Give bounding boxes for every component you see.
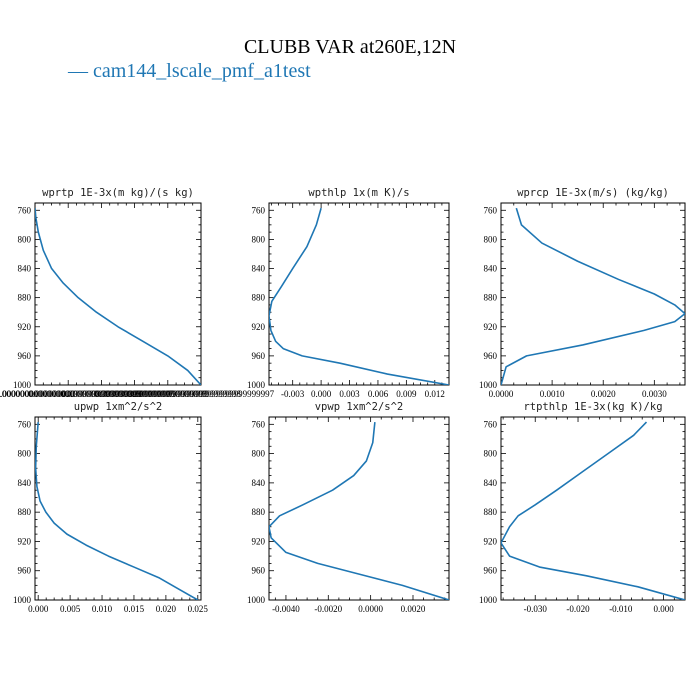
y-tick-label: 880 <box>484 507 498 517</box>
y-tick-label: 960 <box>18 351 32 361</box>
x-tick-label: 0.0010 <box>540 389 565 399</box>
y-tick-label: 760 <box>252 419 266 429</box>
y-tick-label: 1000 <box>13 380 32 390</box>
x-tick-label: 0.0000000000000003999999999999999 <box>28 389 175 399</box>
y-tick-label: 800 <box>252 449 266 459</box>
x-tick-label: 0.005 <box>60 604 81 614</box>
series-line <box>501 421 685 600</box>
x-tick-label: -0.0040 <box>272 604 300 614</box>
x-tick-label: 0.000 <box>653 604 674 614</box>
x-tick-label: 0.0000000000000009999999999999997 <box>128 389 275 399</box>
y-tick-label: 920 <box>252 322 266 332</box>
series-line <box>35 208 201 385</box>
y-tick-label: 800 <box>18 234 32 244</box>
series-line <box>501 207 685 385</box>
y-tick-label: 880 <box>18 507 32 517</box>
y-tick-label: 880 <box>484 293 498 303</box>
subplot-4: upwp 1xm^2/s^276080084088092096010000.00… <box>13 401 208 614</box>
y-tick-label: 1000 <box>247 380 266 390</box>
y-tick-label: 760 <box>18 419 32 429</box>
y-tick-label: 760 <box>18 205 32 215</box>
y-tick-label: 920 <box>484 322 498 332</box>
x-tick-label: 0.000 <box>28 604 49 614</box>
legend-entry: — cam144_lscale_pmf_a1test <box>68 60 311 82</box>
x-tick-label: 0.020 <box>156 604 177 614</box>
x-tick-label: 0.0020 <box>591 389 616 399</box>
series-line <box>269 422 449 600</box>
y-tick-label: 1000 <box>247 595 266 605</box>
x-tick-label: 0.0000000000000000 <box>0 389 75 399</box>
y-tick-label: 1000 <box>13 595 32 605</box>
x-tick-label: 0.009 <box>396 389 417 399</box>
x-tick-label: 0.006 <box>368 389 389 399</box>
series-line <box>269 207 449 385</box>
x-tick-label: -0.010 <box>609 604 633 614</box>
x-tick-label: 0.0000 <box>489 389 514 399</box>
subplot-title: rtpthlp 1E-3x(kg K)/kg <box>523 401 662 413</box>
y-tick-label: 1000 <box>479 595 498 605</box>
subplot-2: wpthlp 1x(m K)/s 760 800 840 880 920 960 1000 -0… <box>247 187 450 399</box>
x-tick-label: 0.0000 <box>358 604 383 614</box>
subplot-title: upwp 1xm^2/s^2 <box>74 401 163 413</box>
y-tick-label: 880 <box>252 507 266 517</box>
y-tick-label: 800 <box>484 234 498 244</box>
plot-frame <box>500 202 686 386</box>
subplot-title: wprcp 1E-3x(m/s) (kg/kg) <box>517 187 669 199</box>
subplot-3: wprcp 1E-3x(m/s) (kg/kg) 760 800 840 880 920 9… <box>479 187 686 399</box>
plot-frame <box>268 202 450 386</box>
x-tick-label: 0.010 <box>92 604 113 614</box>
subplot-6: rtpthlp 1E-3x(kg K)/kg 760 800 840 880 920 960… <box>479 401 686 614</box>
y-tick-label: 840 <box>18 264 32 274</box>
y-tick-label: 880 <box>252 293 266 303</box>
y-tick-label: 960 <box>484 566 498 576</box>
x-tick-label: 0.012 <box>425 389 445 399</box>
x-tick-label: 0.0020 <box>401 604 426 614</box>
subplot-title: vpwp 1xm^2/s^2 <box>315 401 404 413</box>
y-tick-label: 840 <box>18 478 32 488</box>
y-tick-label: 960 <box>18 566 32 576</box>
y-tick-label: 760 <box>252 205 266 215</box>
subplot-title: wpthlp 1x(m K)/s <box>308 187 409 199</box>
x-tick-label: 0.025 <box>188 604 209 614</box>
y-tick-label: 840 <box>252 478 266 488</box>
plot-frame <box>34 416 202 601</box>
y-tick-label: 760 <box>484 205 498 215</box>
y-tick-label: 920 <box>484 536 498 546</box>
x-tick-label: 0.0000000000000005999999999999998 <box>61 389 208 399</box>
y-tick-label: 1000 <box>479 380 498 390</box>
subplot-title: wprtp 1E-3x(m kg)/(s kg) <box>42 187 194 199</box>
x-tick-label: 0.015 <box>124 604 145 614</box>
x-tick-label: -0.020 <box>566 604 590 614</box>
plot-frame <box>268 416 450 601</box>
y-tick-label: 840 <box>252 264 266 274</box>
plot-frame <box>500 416 686 601</box>
y-tick-label: 840 <box>484 478 498 488</box>
y-tick-label: 920 <box>18 322 32 332</box>
y-tick-label: 880 <box>18 293 32 303</box>
x-tick-label: 0.003 <box>339 389 360 399</box>
x-tick-label: -0.030 <box>524 604 548 614</box>
y-tick-label: 840 <box>484 264 498 274</box>
x-tick-label: -0.003 <box>281 389 305 399</box>
subplot-5: vpwp 1xm^2/s^2 760 800 840 880 920 960 1000 -0.0… <box>247 401 450 614</box>
y-tick-label: 920 <box>18 536 32 546</box>
y-tick-label: 800 <box>18 449 32 459</box>
y-tick-label: 960 <box>484 351 498 361</box>
y-tick-label: 960 <box>252 566 266 576</box>
y-tick-label: 960 <box>252 351 266 361</box>
y-tick-label: 800 <box>252 234 266 244</box>
plot-frame <box>34 202 202 386</box>
x-tick-label: 0.000 <box>311 389 332 399</box>
y-tick-label: 920 <box>252 536 266 546</box>
x-tick-label: 0.0000000000000001999999999999999 <box>0 389 142 399</box>
series-line <box>35 422 199 600</box>
x-tick-label: 0.0030 <box>642 389 667 399</box>
y-tick-label: 760 <box>484 419 498 429</box>
x-tick-label: 0.0000000000000007999999999999998 <box>95 389 242 399</box>
y-tick-label: 800 <box>484 449 498 459</box>
subplot-1: wprtp 1E-3x(m kg)/(s kg) 760 800 840 880 920 9… <box>0 187 275 399</box>
x-tick-label: -0.0020 <box>314 604 342 614</box>
figure-title: CLUBB VAR at260E,12N <box>243 36 457 58</box>
